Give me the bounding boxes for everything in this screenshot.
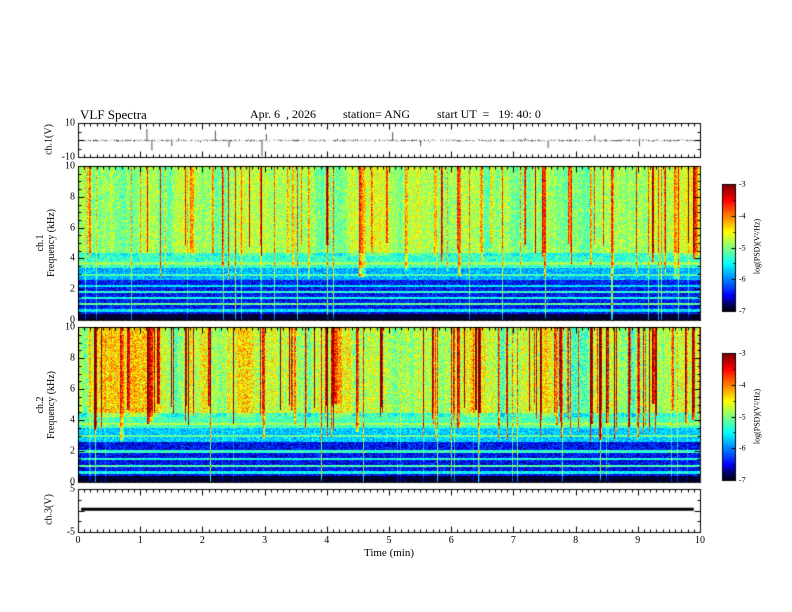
x-tick-label: 7 <box>510 535 516 546</box>
colorbar1-tick-label: -5 <box>739 243 746 252</box>
ch3-voltage-axis-label-text: ch.3(V) <box>43 494 55 525</box>
x-tick-label: 9 <box>635 535 641 546</box>
ch1-spec-y-tick-label: 2 <box>70 283 75 295</box>
ch3-wave-y-tick-label: -5 <box>66 526 75 538</box>
ch3-voltage-axis-label: ch.3(V) <box>44 450 55 570</box>
colorbar1-axis-label: log(PSD)(V²/Hz) <box>752 187 763 307</box>
x-tick-label: 8 <box>573 535 579 546</box>
colorbar1-tick-label: -3 <box>739 179 746 189</box>
colorbar1-tick-label: -4 <box>739 211 746 221</box>
colorbar2-tick-label: -7 <box>739 475 746 485</box>
ch2-spec-y-tick-label: 4 <box>70 414 75 426</box>
x-tick-label: 6 <box>448 535 454 546</box>
colorbar2-axis-label: log(PSD)(V²/Hz) <box>752 357 763 477</box>
colorbar1-axis-label-text: log(PSD)(V²/Hz) <box>752 218 762 275</box>
x-tick-label: 2 <box>199 535 205 546</box>
colorbar1-tick-label: -6 <box>739 274 746 284</box>
colorbar2-tick-label: -3 <box>739 348 746 358</box>
x-tick-label: 0 <box>75 535 81 546</box>
x-tick-label: 5 <box>386 535 392 546</box>
colorbar2-axis-label-text: log(PSD)(V²/Hz) <box>752 388 762 445</box>
ch1-wave-y-tick-label: 10 <box>65 117 75 129</box>
ch2-spec-y-tick-label: 0 <box>70 476 75 488</box>
ch1-frequency-label: Frequency (kHz) <box>46 208 57 278</box>
ch1-spec-y-tick-label: 6 <box>70 222 75 234</box>
ch1-channel-label: ch.1 <box>35 234 46 252</box>
ch1-spec-y-tick-label: 8 <box>70 191 75 203</box>
ch1-spec-y-tick-label: 4 <box>70 252 75 264</box>
colorbar2-tick-label: -5 <box>739 412 746 421</box>
x-tick-label: 1 <box>137 535 143 546</box>
x-tick-label: 4 <box>324 535 330 546</box>
ch1-spec-y-tick-label: 0 <box>70 314 75 326</box>
ch2-spec-y-tick-label: 6 <box>70 383 75 395</box>
x-axis-label: Time (min) <box>363 547 415 559</box>
ch1-spec-y-tick-label: 10 <box>65 160 75 172</box>
colorbar2-tick-label: -6 <box>739 443 746 453</box>
x-tick-label: 3 <box>262 535 268 546</box>
colorbar2-tick-label: -4 <box>739 380 746 390</box>
x-tick-label: 10 <box>695 535 705 546</box>
ch2-spec-y-tick-label: 8 <box>70 352 75 364</box>
ch2-spec-y-tick-label: 2 <box>70 445 75 457</box>
ch1-frequency-axis-label: ch.1 Frequency (kHz) <box>35 163 57 323</box>
ch3-wave-y-tick-label: 5 <box>70 483 75 495</box>
ch1-wave-y-tick-label: -10 <box>61 151 75 163</box>
ch2-spec-y-tick-label: 10 <box>65 321 75 333</box>
colorbar1-tick-label: -7 <box>739 306 746 316</box>
